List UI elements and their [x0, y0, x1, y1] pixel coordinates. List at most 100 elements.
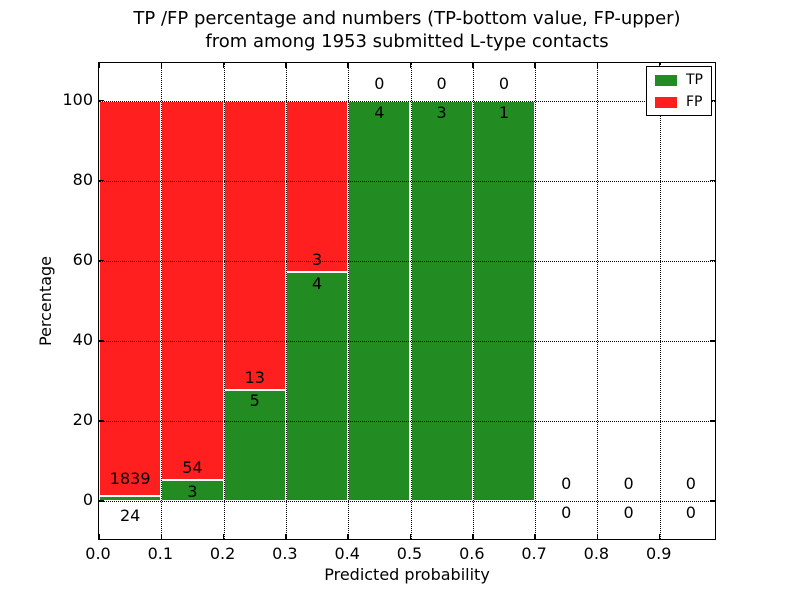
bar-segment-fp	[223, 100, 286, 390]
x-gridline	[535, 63, 537, 539]
tp-count-label: 0	[685, 503, 696, 523]
bar-segment-tp	[223, 389, 286, 501]
chart-title: TP /FP percentage and numbers (TP-bottom…	[98, 7, 716, 53]
y-tick-label: 80	[72, 169, 93, 189]
y-tick-mark	[99, 99, 104, 102]
x-tick-mark	[285, 534, 287, 539]
bar-segment-tp	[348, 100, 411, 501]
x-gridline	[285, 63, 287, 539]
fp-count-label: 54	[182, 457, 203, 477]
y-tick-label: 0	[82, 490, 93, 509]
y-tick-label: 40	[72, 329, 93, 349]
x-tick-label: 0.5	[396, 544, 423, 563]
x-tick-mark	[596, 534, 599, 539]
tp-count-label: 0	[561, 503, 572, 523]
tp-count-label: 24	[119, 505, 141, 525]
bar-segment-tp	[472, 100, 536, 501]
y-gridline	[99, 100, 715, 102]
tp-count-label: 3	[436, 103, 447, 123]
y-gridline	[99, 260, 715, 262]
bar-segment-fp	[161, 100, 224, 480]
x-tick-mark	[534, 534, 536, 539]
legend: TP FP	[646, 66, 712, 116]
y-gridline	[99, 501, 715, 502]
y-tick-mark	[99, 420, 104, 422]
x-tick-label: 0.1	[147, 544, 174, 563]
y-tick-mark	[99, 340, 104, 342]
legend-entry-tp: TP	[655, 73, 703, 87]
fp-count-label: 1839	[109, 468, 151, 488]
y-gridline	[99, 340, 715, 342]
chart-title-line1: TP /FP percentage and numbers (TP-bottom…	[133, 8, 681, 29]
x-tick-mark	[160, 534, 163, 539]
x-tick-label: 0.2	[209, 544, 236, 563]
fp-count-label: 0	[436, 73, 447, 93]
y-gridline	[99, 180, 715, 182]
y-tick-label: 100	[62, 89, 93, 109]
x-tick-mark	[472, 63, 474, 68]
legend-entry-fp: FP	[655, 95, 703, 109]
x-tick-mark	[222, 534, 225, 539]
y-tick-mark	[710, 179, 715, 182]
bar-segment-tp	[285, 272, 349, 501]
y-tick-mark	[710, 259, 715, 262]
x-tick-mark	[160, 63, 163, 68]
legend-swatch-fp	[655, 96, 677, 108]
y-tick-mark	[99, 500, 104, 502]
x-tick-mark	[596, 63, 599, 68]
x-tick-mark	[409, 63, 412, 68]
x-tick-label: 0.8	[583, 544, 610, 563]
tp-count-label: 3	[187, 481, 198, 501]
tp-count-label: 5	[249, 391, 260, 411]
tp-count-label: 4	[374, 103, 385, 123]
x-tick-mark	[534, 63, 536, 68]
x-gridline	[472, 63, 474, 539]
x-tick-label: 0.9	[645, 544, 672, 563]
y-tick-mark	[710, 500, 715, 502]
tp-count-label: 0	[623, 503, 634, 523]
y-gridline	[99, 420, 715, 422]
bar-segment-tp	[410, 100, 473, 501]
x-gridline	[410, 63, 412, 539]
x-gridline	[348, 63, 350, 539]
x-tick-mark	[98, 534, 100, 539]
x-tick-mark	[347, 63, 349, 68]
x-tick-label: 0.3	[272, 544, 298, 563]
x-tick-mark	[98, 63, 100, 68]
y-tick-mark	[99, 259, 104, 262]
fp-count-label: 13	[244, 367, 265, 387]
fp-count-label: 0	[498, 73, 510, 93]
y-tick-mark	[710, 340, 715, 342]
legend-swatch-tp	[655, 74, 677, 86]
fp-count-label: 0	[623, 473, 634, 493]
x-gridline	[161, 63, 163, 539]
y-tick-mark	[710, 99, 715, 102]
tp-count-label: 1	[498, 103, 510, 123]
x-tick-mark	[285, 63, 287, 68]
y-tick-label: 20	[72, 409, 93, 429]
plot-area: TP FP 1839 24 54 3 13 5 3 4 0 4 0 3 0 1 0 0 0 0 0 0	[98, 62, 716, 540]
x-gridline	[223, 63, 225, 539]
fp-count-label: 3	[311, 250, 323, 270]
chart-title-line2: from among 1953 submitted L-type contact…	[205, 31, 609, 52]
legend-label-tp: TP	[686, 72, 703, 88]
tp-count-label: 4	[311, 273, 323, 293]
x-gridline	[597, 63, 599, 539]
x-axis-label: Predicted probability	[324, 565, 490, 584]
x-tick-label: 0.7	[521, 544, 547, 563]
bar-segment-tp	[99, 495, 162, 501]
bar-segment-fp	[285, 100, 349, 273]
legend-label-fp: FP	[686, 94, 703, 110]
x-tick-label: 0.6	[459, 544, 485, 563]
fp-count-label: 0	[374, 73, 385, 93]
x-tick-mark	[222, 63, 225, 68]
x-tick-mark	[347, 534, 349, 539]
y-tick-mark	[99, 179, 104, 182]
fp-count-label: 0	[561, 473, 572, 493]
x-tick-mark	[658, 534, 661, 539]
bar-segment-fp	[99, 100, 162, 496]
y-tick-mark	[710, 420, 715, 422]
x-tick-mark	[409, 534, 412, 539]
x-gridline	[659, 63, 661, 539]
